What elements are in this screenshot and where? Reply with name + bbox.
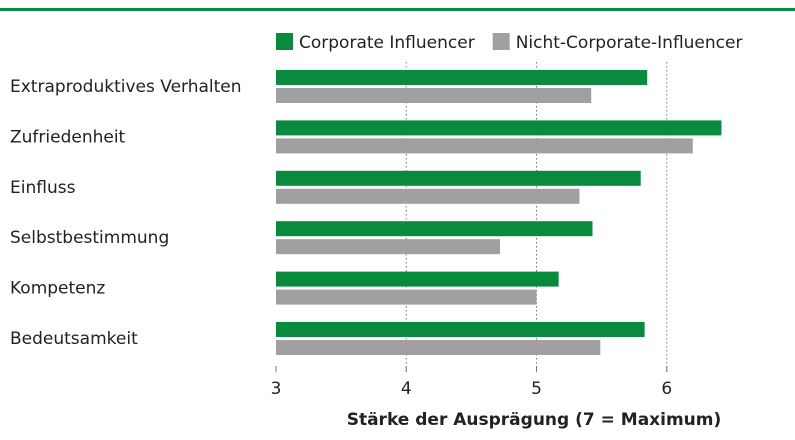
legend-label: Nicht-Corporate-Influencer bbox=[516, 33, 743, 53]
legend-swatch bbox=[492, 33, 510, 50]
bar bbox=[276, 138, 693, 154]
legend-swatch bbox=[276, 33, 293, 50]
bar bbox=[276, 120, 722, 136]
x-axis-label: Stärke der Ausprägung (7 = Maximum) bbox=[347, 410, 722, 430]
y-tick-label: Kompetenz bbox=[10, 279, 105, 299]
bar bbox=[276, 322, 645, 337]
bar bbox=[276, 289, 537, 305]
y-tick-label: Einfluss bbox=[10, 178, 76, 198]
top-rule bbox=[0, 8, 795, 11]
bar bbox=[276, 221, 593, 237]
bar bbox=[276, 239, 501, 255]
bar bbox=[276, 340, 601, 355]
y-tick-label: Selbstbestimmung bbox=[10, 228, 169, 248]
y-tick-label: Zufriedenheit bbox=[10, 127, 126, 147]
legend-label: Corporate Influencer bbox=[299, 33, 475, 53]
bar bbox=[276, 271, 559, 287]
x-tick-label: 5 bbox=[531, 379, 542, 399]
y-tick-label: Bedeutsamkeit bbox=[10, 329, 138, 349]
x-tick-label: 4 bbox=[401, 379, 412, 399]
bar bbox=[276, 88, 592, 103]
bar bbox=[276, 188, 580, 204]
x-tick-label: 3 bbox=[271, 379, 282, 399]
y-tick-label: Extraproduktives Verhalten bbox=[10, 77, 242, 97]
bar bbox=[276, 70, 648, 85]
bar bbox=[276, 170, 641, 186]
x-tick-label: 6 bbox=[661, 379, 672, 399]
